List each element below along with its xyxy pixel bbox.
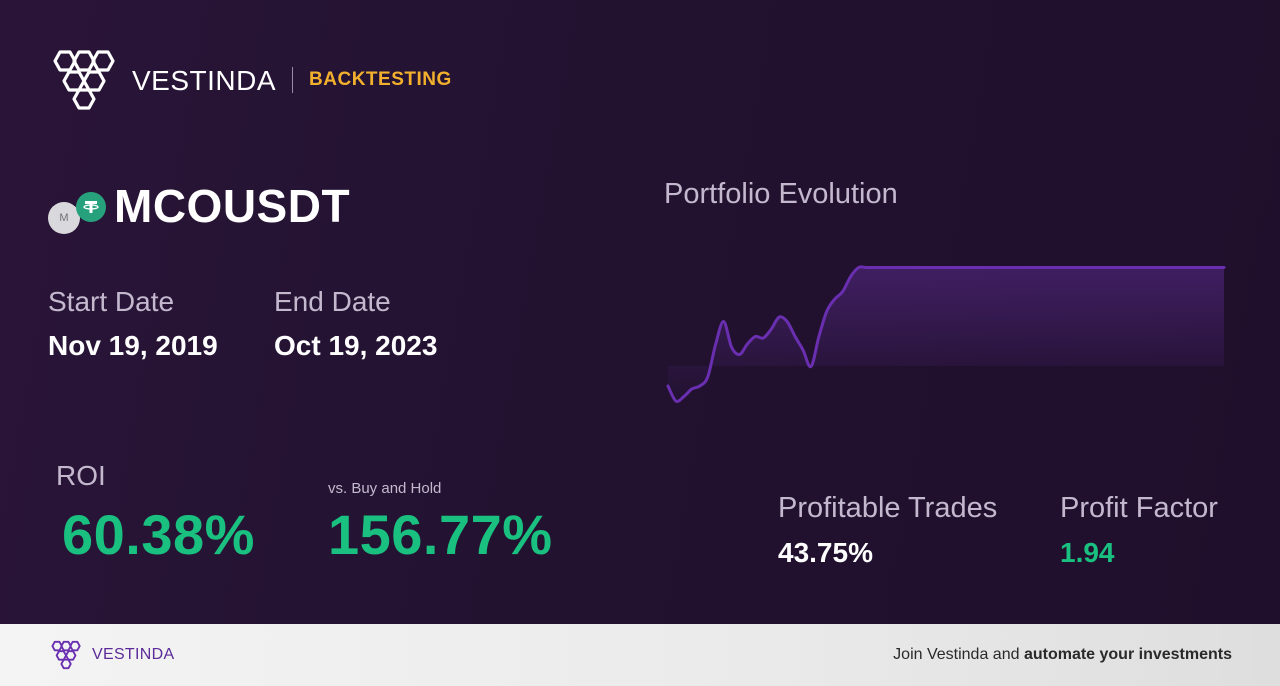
footer-bar: VESTINDA Join Vestinda and automate your… <box>0 624 1280 686</box>
brand-header: VESTINDA BACKTESTING <box>48 46 452 114</box>
profit-factor-label: Profit Factor <box>1060 492 1218 524</box>
profit-factor: Profit Factor 1.94 <box>1060 492 1218 569</box>
pair-name: MCOUSDT <box>114 180 351 232</box>
start-date-label: Start Date <box>48 286 175 317</box>
start-date: Start Date Nov 19, 2019 <box>48 286 218 362</box>
pair-coins: M <box>48 176 110 236</box>
end-date: End Date Oct 19, 2023 <box>274 286 437 362</box>
start-date-value: Nov 19, 2019 <box>48 330 218 361</box>
brand-divider <box>292 67 294 93</box>
roi-value: 60.38% <box>62 503 255 566</box>
profit-factor-value: 1.94 <box>1060 537 1115 568</box>
profitable-trades-value: 43.75% <box>778 537 873 568</box>
profitable-trades-label: Profitable Trades <box>778 492 998 524</box>
profitable-trades: Profitable Trades 43.75% <box>778 492 997 569</box>
vestinda-logo-icon <box>51 640 81 670</box>
buy-hold-label: vs. Buy and Hold <box>328 480 442 497</box>
vestinda-logo-icon <box>53 50 115 110</box>
end-date-label: End Date <box>274 286 391 317</box>
portfolio-area <box>668 266 1224 402</box>
footer-brand[interactable]: VESTINDA <box>48 639 174 671</box>
mco-coin-letter: M <box>59 212 69 224</box>
end-date-value: Oct 19, 2023 <box>274 330 438 361</box>
brand-name: VESTINDA <box>132 65 277 96</box>
portfolio-chart <box>666 265 1226 403</box>
buy-hold-value: 156.77% <box>328 503 553 566</box>
portfolio-line <box>666 265 1226 403</box>
mco-coin-icon: M <box>48 202 80 234</box>
brand-tag: BACKTESTING <box>309 69 452 90</box>
footer-cta-prefix: Join Vestinda and <box>893 646 1024 663</box>
footer-brand-name: VESTINDA <box>92 646 175 663</box>
tether-icon <box>76 192 106 222</box>
footer-cta-bold: automate your investments <box>1023 646 1232 663</box>
footer-cta[interactable]: Join Vestinda and automate your investme… <box>893 646 1232 664</box>
portfolio-title: Portfolio Evolution <box>664 178 898 210</box>
trading-pair: M MCOUSDT <box>48 176 350 236</box>
roi-label: ROI <box>56 460 106 491</box>
backtest-card: VESTINDA BACKTESTING M MCOUSDT Start Dat… <box>0 0 1280 624</box>
